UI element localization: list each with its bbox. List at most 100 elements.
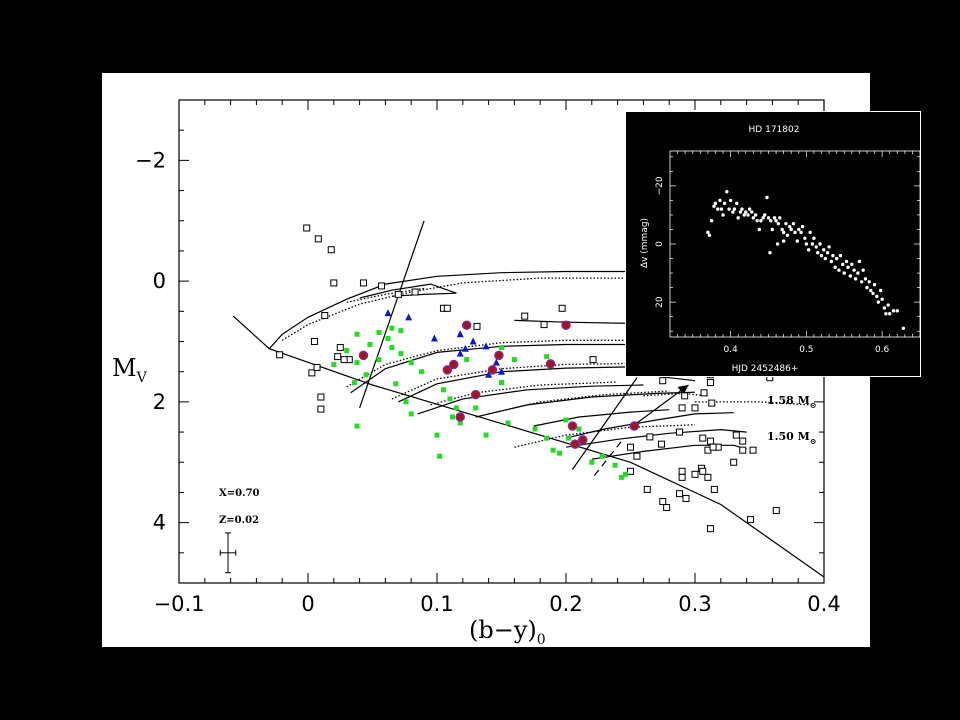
open-square-marker [676, 490, 684, 498]
open-square-marker [691, 470, 699, 478]
green-square-marker [393, 381, 399, 387]
open-square-marker [340, 356, 348, 364]
star-markers [276, 224, 789, 533]
open-square-marker [317, 405, 325, 413]
inset-data-point [841, 262, 845, 267]
open-square-marker [710, 485, 718, 493]
open-square-marker [708, 399, 716, 407]
inset-data-point [834, 256, 839, 261]
inset-data-point [853, 277, 858, 281]
inset-data-point [891, 309, 896, 313]
green-square-marker [437, 453, 443, 459]
inset-data-point [793, 230, 797, 235]
green-square-marker [473, 405, 479, 411]
green-square-marker [354, 423, 360, 429]
open-square-marker [443, 304, 451, 312]
open-square-marker [633, 452, 641, 460]
open-square-marker [704, 473, 712, 481]
red-circle-marker [455, 412, 465, 422]
inset-data-point [785, 233, 790, 237]
inset-data-point [850, 262, 854, 267]
inset-data-points [706, 189, 906, 330]
blue-triangle-marker [498, 367, 505, 375]
green-square-marker [612, 462, 618, 468]
inset-data-point [810, 242, 815, 246]
inset-data-point [722, 201, 727, 206]
green-square-marker [398, 328, 404, 334]
inset-data-point [772, 216, 777, 220]
inset-data-point [732, 207, 737, 211]
open-square-marker [558, 304, 566, 312]
inset-data-point [784, 221, 788, 226]
inset-data-point [789, 227, 793, 232]
inset-data-point [837, 268, 841, 272]
track-curve-solid [359, 283, 457, 299]
open-square-marker [700, 389, 708, 397]
inset-data-point [750, 210, 754, 214]
blue-triangle-marker [384, 309, 392, 317]
inset-data-point [852, 268, 856, 272]
open-square-marker [394, 290, 402, 298]
y-axis-title: MV [112, 354, 148, 386]
composition-x-label: X=0.70 [219, 488, 260, 499]
inset-data-point [770, 227, 774, 232]
open-square-marker [749, 446, 757, 454]
inset-data-point [755, 219, 759, 223]
inset-data-point [819, 253, 824, 258]
green-square-marker [447, 396, 453, 402]
open-square-marker [473, 322, 481, 330]
open-square-marker [321, 312, 329, 320]
red-circle-marker [461, 320, 472, 330]
inset-frame [669, 150, 921, 338]
inset-data-point [816, 251, 820, 255]
open-square-marker [334, 353, 342, 361]
inset-data-point [706, 230, 710, 235]
inset-x-axis-title: HJD 2452486+ [732, 364, 799, 374]
red-circle-marker [570, 439, 580, 449]
inset-data-point [827, 245, 831, 249]
inset-data-point [709, 219, 714, 223]
inset-data-point [713, 201, 718, 206]
inset-data-point [768, 251, 772, 255]
inset-data-point [759, 219, 763, 223]
green-square-marker [403, 399, 409, 405]
x-tick-label: 0.1 [420, 592, 453, 616]
inset-data-point [712, 204, 716, 208]
inset-x-tick-label: 0.4 [723, 345, 738, 355]
open-square-marker [699, 467, 707, 475]
inset-data-point [721, 213, 725, 217]
green-square-marker [398, 351, 404, 357]
green-square-marker [385, 335, 391, 341]
open-square-marker [310, 338, 318, 345]
blue-triangle-marker [461, 344, 469, 352]
open-square-marker [732, 431, 740, 439]
inset-data-point [808, 230, 812, 235]
green-square-marker [557, 450, 563, 456]
y-tick-label: 4 [153, 511, 166, 535]
inset-data-point [804, 242, 809, 246]
inset-data-point [872, 282, 877, 287]
open-square-marker [730, 458, 738, 466]
red-circle-marker [545, 359, 556, 369]
error-bar [219, 532, 237, 574]
red-circle-marker [578, 435, 588, 445]
track-curve-solid [350, 343, 631, 394]
inset-data-point [869, 288, 873, 293]
open-square-marker [678, 404, 686, 412]
blue-triangle-marker [456, 349, 464, 357]
inset-data-point [886, 303, 890, 307]
inset-data-point [746, 213, 750, 217]
green-square-marker [449, 414, 455, 420]
green-square-marker [363, 372, 369, 378]
inset-data-point [878, 288, 883, 293]
track-curve-dotted [488, 390, 670, 415]
open-square-marker [646, 433, 654, 441]
inset-data-point [707, 233, 712, 237]
green-square-marker [499, 345, 504, 351]
green-square-marker [483, 432, 489, 438]
inset-data-point [775, 242, 780, 246]
open-square-marker [313, 363, 321, 371]
track-curve-solid [565, 412, 734, 439]
inset-data-point [882, 306, 887, 310]
blue-triangle-marker [492, 358, 500, 366]
